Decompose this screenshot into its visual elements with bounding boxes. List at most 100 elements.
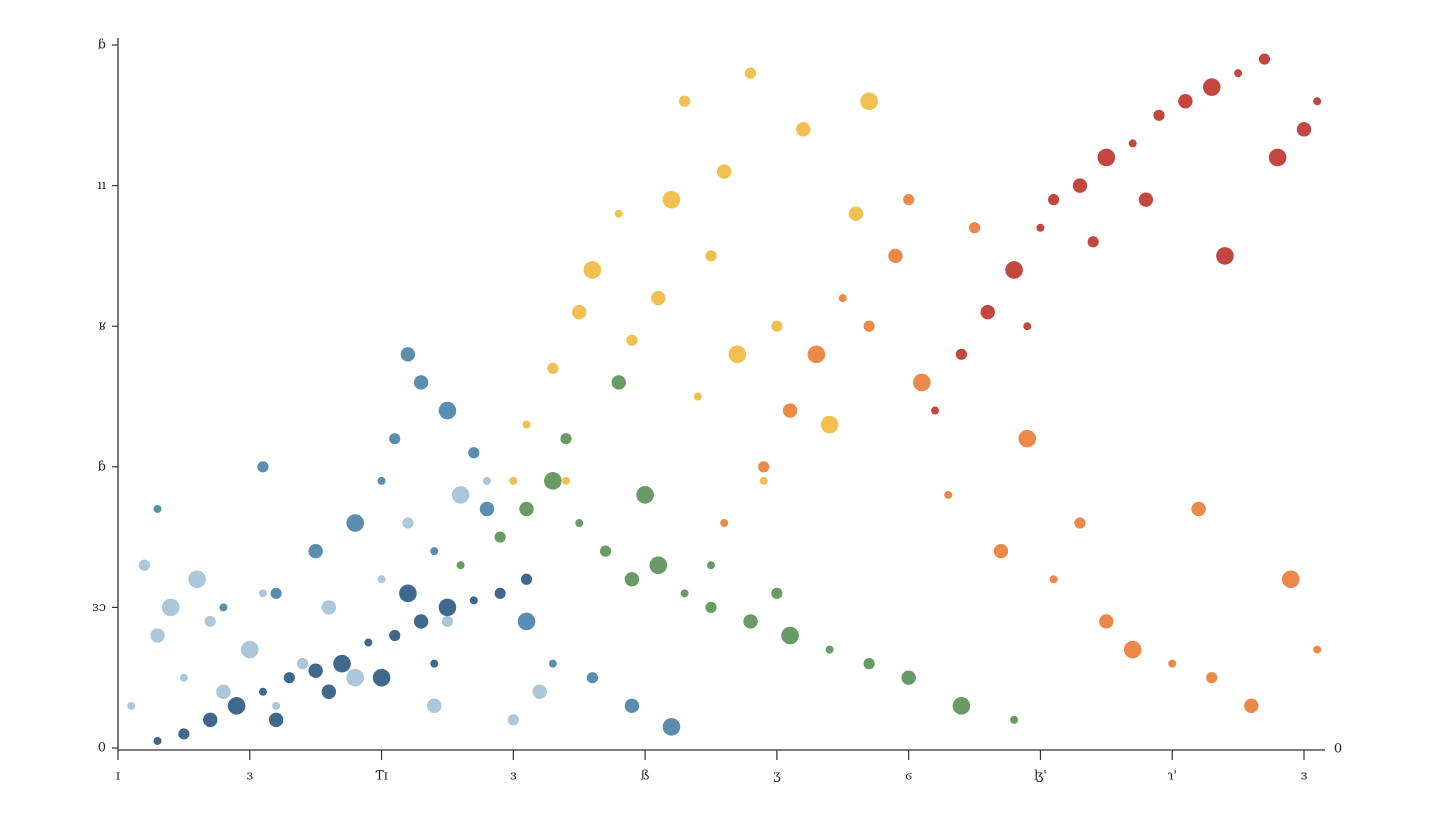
scatter-point	[944, 490, 953, 499]
scatter-point	[178, 728, 190, 740]
scatter-point	[161, 598, 180, 617]
scatter-point	[662, 718, 681, 736]
scatter-point	[614, 209, 623, 218]
scatter-point	[308, 543, 323, 559]
scatter-point	[1138, 192, 1154, 207]
scatter-point	[705, 601, 717, 614]
scatter-point	[469, 596, 478, 605]
y-tick-label: ɓ	[98, 38, 106, 53]
scatter-point	[1074, 517, 1086, 529]
scatter-point	[848, 206, 864, 221]
scatter-point	[662, 190, 681, 209]
x-tick-label: ɪ	[116, 769, 120, 784]
scatter-point	[1313, 645, 1322, 654]
scatter-point	[1049, 575, 1058, 584]
x-tick-label: ʒ	[773, 769, 780, 784]
scatter-point	[258, 589, 267, 598]
axis-end-label: 0	[1334, 742, 1342, 757]
scatter-point	[901, 670, 916, 685]
scatter-point	[127, 701, 136, 710]
scatter-point	[1244, 698, 1259, 714]
scatter-point	[517, 612, 536, 631]
scatter-point	[216, 684, 231, 699]
scatter-point	[693, 392, 702, 401]
scatter-point	[771, 320, 783, 332]
scatter-point	[321, 600, 337, 615]
y-tick-label: ɓ	[98, 459, 106, 474]
scatter-point	[1097, 148, 1116, 167]
scatter-point	[519, 501, 534, 517]
scatter-point	[583, 261, 602, 279]
x-tick-label: Ƭɪ	[375, 769, 388, 784]
scatter-point	[624, 572, 640, 587]
scatter-point	[771, 587, 783, 599]
scatter-point	[204, 615, 216, 628]
scatter-point	[860, 92, 878, 111]
scatter-point	[649, 556, 668, 575]
scatter-point	[626, 334, 638, 346]
scatter-point	[636, 486, 654, 504]
scatter-point	[1202, 78, 1221, 96]
scatter-point	[270, 587, 282, 599]
scatter-point	[427, 698, 442, 714]
scatter-point	[575, 519, 584, 528]
scatter-point	[572, 304, 587, 320]
scatter-point	[227, 697, 246, 715]
scatter-point	[1234, 69, 1243, 78]
scatter-point	[272, 701, 281, 710]
scatter-point	[1087, 236, 1099, 248]
scatter-point	[651, 290, 666, 306]
x-tick-label: ɮ'	[1034, 769, 1047, 784]
scatter-point	[179, 673, 188, 682]
scatter-point	[333, 654, 351, 673]
scatter-point	[782, 403, 798, 418]
scatter-point	[153, 504, 162, 513]
scatter-point	[931, 406, 940, 415]
y-tick-label: 0	[98, 741, 106, 756]
scatter-point	[389, 629, 401, 642]
scatter-point	[468, 447, 480, 459]
scatter-point	[903, 194, 915, 206]
scatter-point	[346, 668, 365, 687]
scatter-point	[438, 598, 457, 617]
scatter-point	[1099, 614, 1114, 629]
scatter-point	[720, 519, 729, 528]
scatter-point	[1168, 659, 1177, 668]
scatter-point	[781, 626, 799, 645]
scatter-point	[258, 687, 267, 696]
scatter-point	[952, 697, 971, 715]
scatter-point	[1206, 672, 1218, 684]
scatter-point	[509, 476, 518, 485]
scatter-point	[399, 584, 417, 603]
scatter-point	[507, 714, 519, 726]
scatter-point	[980, 304, 995, 320]
scatter-point	[520, 573, 533, 585]
scatter-point	[1178, 94, 1193, 109]
scatter-point	[955, 348, 967, 360]
scatter-point	[402, 517, 414, 529]
scatter-point	[560, 433, 572, 445]
scatter-point	[482, 476, 491, 485]
scatter-point	[451, 486, 470, 504]
scatter-point	[1216, 247, 1234, 265]
scatter-point	[547, 362, 559, 374]
scatter-point	[219, 603, 228, 612]
scatter-point	[1036, 223, 1045, 232]
scatter-point	[494, 587, 506, 599]
scatter-point	[153, 736, 162, 745]
scatter-point	[744, 67, 757, 79]
scatter-point	[283, 672, 295, 684]
scatter-point	[240, 640, 259, 659]
scatter-point	[624, 698, 640, 714]
scatter-point	[1268, 148, 1287, 167]
scatter-point	[716, 164, 732, 179]
scatter-point	[863, 320, 875, 332]
scatter-point	[796, 122, 811, 137]
scatter-point	[707, 561, 715, 570]
x-tick-label: ɜ	[1301, 769, 1308, 784]
scatter-point	[807, 345, 826, 364]
scatter-point	[913, 373, 931, 392]
scatter-point	[1296, 122, 1312, 137]
scatter-point	[257, 461, 269, 473]
